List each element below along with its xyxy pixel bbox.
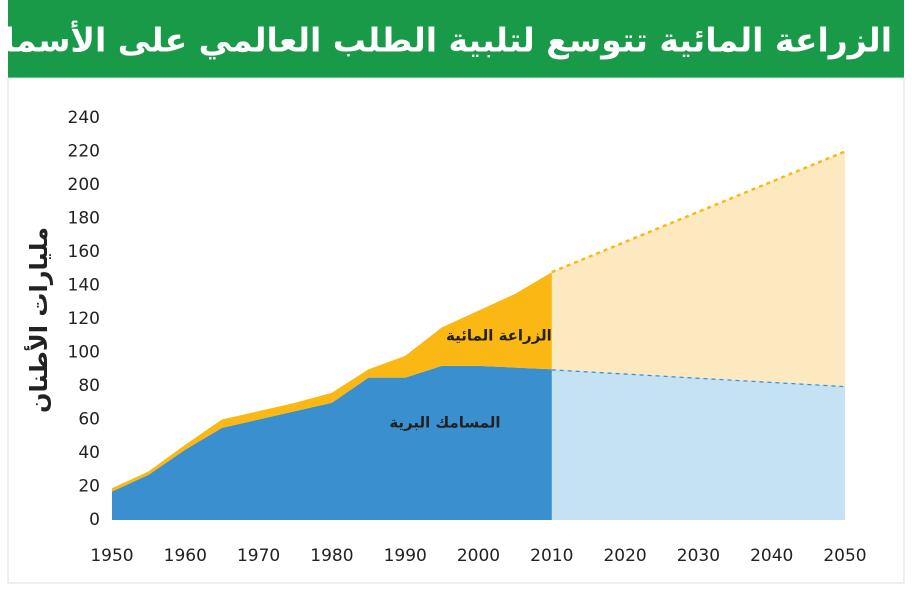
- projection-line: [551, 150, 846, 274]
- x-tick-label: 2030: [677, 546, 720, 566]
- y-tick-label: 120: [68, 309, 100, 329]
- x-tick-label: 2020: [603, 546, 646, 566]
- y-tick-label: 80: [78, 376, 100, 396]
- x-tick-label: 1970: [237, 546, 280, 566]
- y-tick-label: 40: [78, 443, 100, 463]
- area-label: الزراعة المائية: [446, 326, 552, 344]
- y-tick-label: 200: [68, 175, 100, 195]
- y-tick-label: 140: [68, 276, 100, 296]
- y-tick-label: 60: [78, 410, 100, 430]
- y-tick-label: 100: [68, 343, 100, 363]
- x-tick-label: 2050: [823, 546, 866, 566]
- x-tick-label: 2000: [457, 546, 500, 566]
- y-tick-label: 20: [78, 477, 100, 497]
- y-axis-label: مليارات الأطنان: [24, 227, 53, 413]
- x-tick-label: 2040: [750, 546, 793, 566]
- x-tick-label: 1980: [310, 546, 353, 566]
- chart-title: الزراعة المائية تتوسع لتلبية الطلب العال…: [0, 20, 892, 61]
- y-tick-label: 220: [68, 142, 100, 162]
- x-tick-label: 2010: [530, 546, 573, 566]
- area-label: المسامك البرية: [389, 413, 500, 431]
- area: [112, 272, 552, 492]
- area: [112, 365, 552, 520]
- frame: [7, 77, 905, 584]
- y-tick-label: 180: [68, 209, 100, 229]
- projection-area: [551, 151, 845, 386]
- projection-area: [551, 369, 845, 520]
- x-tick-label: 1960: [164, 546, 207, 566]
- title-banner: [8, 0, 904, 78]
- y-tick-label: 0: [89, 510, 100, 530]
- y-tick-label: 160: [68, 242, 100, 262]
- y-tick-label: 240: [68, 108, 100, 128]
- x-tick-label: 1950: [90, 546, 133, 566]
- x-tick-label: 1990: [384, 546, 427, 566]
